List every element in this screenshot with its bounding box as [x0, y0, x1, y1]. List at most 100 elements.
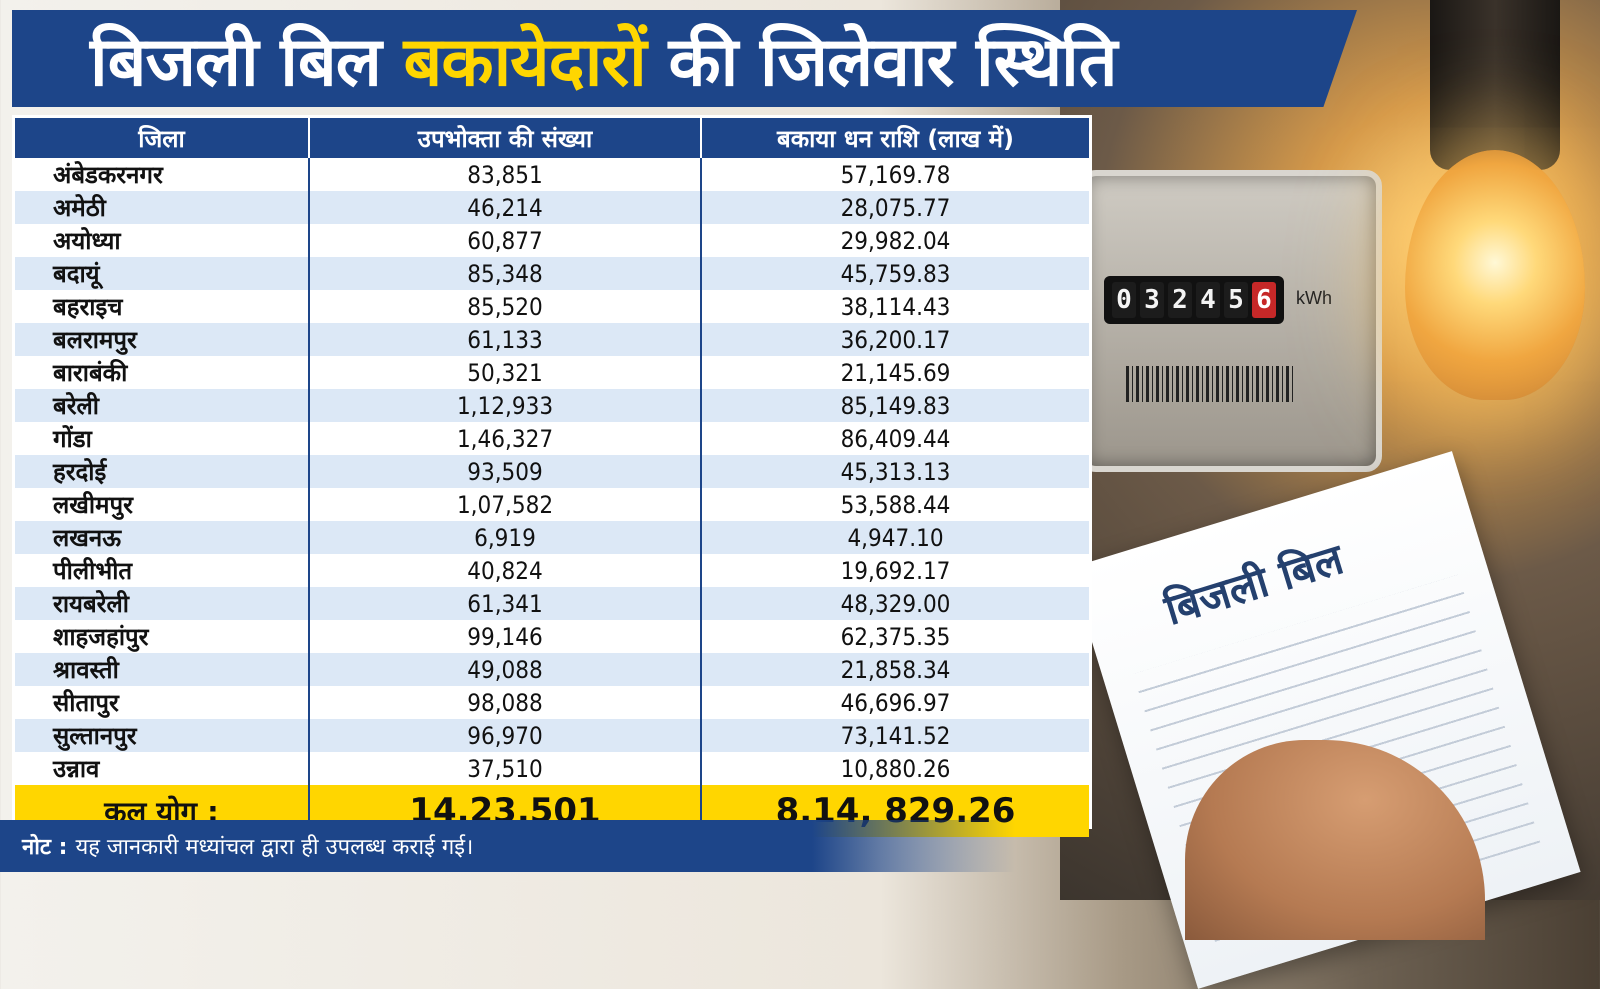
table-row: रायबरेली 61,341 48,329.00 [15, 587, 1089, 620]
table-row: गोंडा 1,46,327 86,409.44 [15, 422, 1089, 455]
consumers-cell: 85,520 [309, 290, 702, 323]
consumers-cell: 61,341 [309, 587, 702, 620]
district-cell: अमेठी [15, 191, 310, 224]
consumers-cell: 1,46,327 [309, 422, 702, 455]
district-cell: अंबेडकरनगर [15, 158, 310, 191]
meter-digit: 3 [1140, 282, 1164, 318]
table-row: श्रावस्ती 49,088 21,858.34 [15, 653, 1089, 686]
meter-digit: 4 [1196, 282, 1220, 318]
consumers-cell: 46,214 [309, 191, 702, 224]
dues-cell: 21,858.34 [701, 653, 1089, 686]
meter-unit: kWh [1296, 288, 1332, 308]
dues-cell: 28,075.77 [701, 191, 1089, 224]
table-row: लखीमपुर 1,07,582 53,588.44 [15, 488, 1089, 521]
dues-cell: 73,141.52 [701, 719, 1089, 752]
district-cell: सुल्तानपुर [15, 719, 310, 752]
district-cell: पीलीभीत [15, 554, 310, 587]
consumers-cell: 6,919 [309, 521, 702, 554]
district-dues-table: जिला उपभोक्ता की संख्या बकाया धन राशि (ल… [12, 115, 1092, 837]
table-header-row: जिला उपभोक्ता की संख्या बकाया धन राशि (ल… [15, 118, 1089, 158]
consumers-cell: 60,877 [309, 224, 702, 257]
bulb-socket [1430, 0, 1560, 170]
table-row: बाराबंकी 50,321 21,145.69 [15, 356, 1089, 389]
dues-cell: 10,880.26 [701, 752, 1089, 785]
district-cell: उन्नाव [15, 752, 310, 785]
table-row: शाहजहांपुर 99,146 62,375.35 [15, 620, 1089, 653]
district-cell: गोंडा [15, 422, 310, 455]
district-cell: शाहजहांपुर [15, 620, 310, 653]
header-consumers: उपभोक्ता की संख्या [309, 118, 702, 158]
header-district: जिला [15, 118, 310, 158]
page-title: बिजली बिल बकायेदारों की जिलेवार स्थिति [90, 12, 1118, 105]
district-cell: रायबरेली [15, 587, 310, 620]
electricity-meter: 0 3 2 4 5 6 kWh [1080, 170, 1382, 472]
district-cell: बलरामपुर [15, 323, 310, 356]
meter-digit: 0 [1112, 282, 1136, 318]
dues-cell: 45,759.83 [701, 257, 1089, 290]
district-cell: हरदोई [15, 455, 310, 488]
table-row: सीतापुर 98,088 46,696.97 [15, 686, 1089, 719]
dues-cell: 53,588.44 [701, 488, 1089, 521]
data-table: जिला उपभोक्ता की संख्या बकाया धन राशि (ल… [15, 118, 1089, 837]
district-cell: सीतापुर [15, 686, 310, 719]
consumers-cell: 96,970 [309, 719, 702, 752]
consumers-cell: 61,133 [309, 323, 702, 356]
table-row: पीलीभीत 40,824 19,692.17 [15, 554, 1089, 587]
note-label: नोट : [22, 835, 68, 860]
dues-cell: 36,200.17 [701, 323, 1089, 356]
dues-cell: 46,696.97 [701, 686, 1089, 719]
header-dues: बकाया धन राशि (लाख में) [701, 118, 1089, 158]
title-part-2: की जिलेवार स्थिति [645, 23, 1117, 102]
dues-cell: 29,982.04 [701, 224, 1089, 257]
dues-cell: 21,145.69 [701, 356, 1089, 389]
consumers-cell: 1,07,582 [309, 488, 702, 521]
table-row: बहराइच 85,520 38,114.43 [15, 290, 1089, 323]
dues-cell: 62,375.35 [701, 620, 1089, 653]
table-row: अंबेडकरनगर 83,851 57,169.78 [15, 158, 1089, 191]
consumers-cell: 49,088 [309, 653, 702, 686]
consumers-cell: 1,12,933 [309, 389, 702, 422]
dues-cell: 19,692.17 [701, 554, 1089, 587]
table-row: अमेठी 46,214 28,075.77 [15, 191, 1089, 224]
consumers-cell: 85,348 [309, 257, 702, 290]
title-highlight: बकायेदारों [403, 23, 647, 102]
dues-cell: 85,149.83 [701, 389, 1089, 422]
district-cell: बरेली [15, 389, 310, 422]
district-cell: श्रावस्ती [15, 653, 310, 686]
light-bulb-icon [1405, 150, 1585, 400]
consumers-cell: 50,321 [309, 356, 702, 389]
title-part-1: बिजली बिल [90, 23, 404, 102]
table-row: हरदोई 93,509 45,313.13 [15, 455, 1089, 488]
consumers-cell: 99,146 [309, 620, 702, 653]
dues-cell: 86,409.44 [701, 422, 1089, 455]
district-cell: बहराइच [15, 290, 310, 323]
district-cell: अयोध्या [15, 224, 310, 257]
consumers-cell: 40,824 [309, 554, 702, 587]
note-text: यह जानकारी मध्यांचल द्वारा ही उपलब्ध करा… [75, 835, 474, 860]
meter-digit: 6 [1252, 282, 1276, 318]
district-cell: बदायूं [15, 257, 310, 290]
note-bar: नोट : यह जानकारी मध्यांचल द्वारा ही उपलब… [0, 820, 1015, 872]
dues-cell: 57,169.78 [701, 158, 1089, 191]
dues-cell: 45,313.13 [701, 455, 1089, 488]
dues-cell: 4,947.10 [701, 521, 1089, 554]
district-cell: बाराबंकी [15, 356, 310, 389]
meter-display: 0 3 2 4 5 6 [1104, 276, 1284, 324]
consumers-cell: 37,510 [309, 752, 702, 785]
table-row: बलरामपुर 61,133 36,200.17 [15, 323, 1089, 356]
table-row: उन्नाव 37,510 10,880.26 [15, 752, 1089, 785]
consumers-cell: 98,088 [309, 686, 702, 719]
consumers-cell: 93,509 [309, 455, 702, 488]
district-cell: लखनऊ [15, 521, 310, 554]
table-row: बरेली 1,12,933 85,149.83 [15, 389, 1089, 422]
meter-digit: 2 [1168, 282, 1192, 318]
table-row: सुल्तानपुर 96,970 73,141.52 [15, 719, 1089, 752]
meter-digit: 5 [1224, 282, 1248, 318]
district-cell: लखीमपुर [15, 488, 310, 521]
dues-cell: 48,329.00 [701, 587, 1089, 620]
barcode-icon [1126, 366, 1296, 402]
table-row: अयोध्या 60,877 29,982.04 [15, 224, 1089, 257]
table-row: लखनऊ 6,919 4,947.10 [15, 521, 1089, 554]
dues-cell: 38,114.43 [701, 290, 1089, 323]
consumers-cell: 83,851 [309, 158, 702, 191]
